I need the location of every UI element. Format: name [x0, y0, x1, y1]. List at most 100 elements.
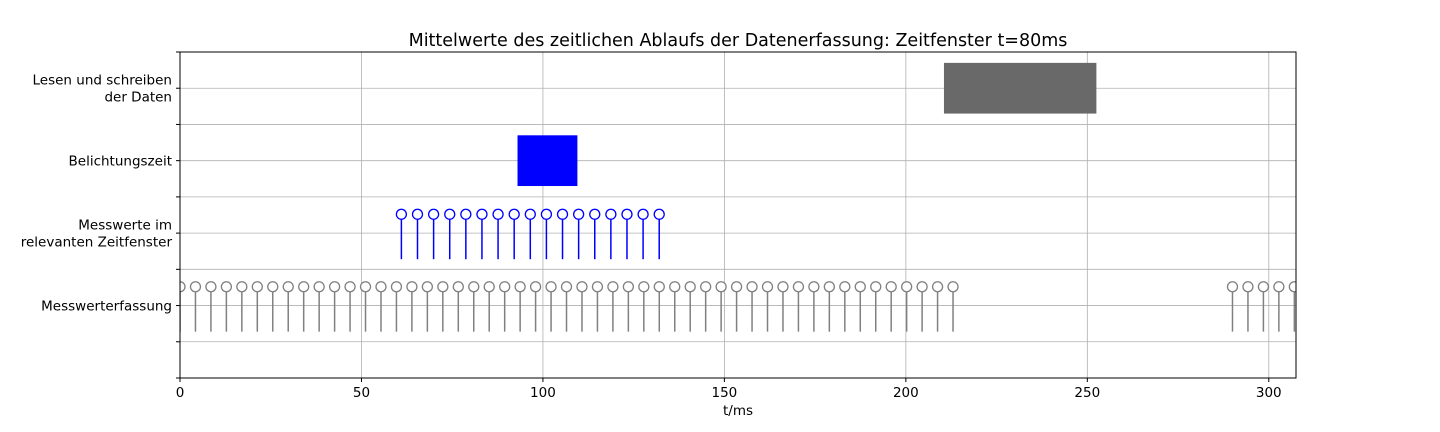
- category-label-line: Messwerterfassung: [41, 299, 172, 315]
- stem-marker: [556, 208, 569, 220]
- stem-marker: [684, 281, 696, 293]
- category-label-line: Belichtungszeit: [69, 154, 173, 170]
- stem-marker: [870, 281, 882, 293]
- stem-marker: [839, 281, 851, 293]
- bars: [517, 62, 1097, 187]
- stem-marker: [669, 281, 681, 293]
- stem-marker: [700, 281, 712, 293]
- stem-marker: [545, 281, 557, 293]
- stem-marker: [514, 281, 526, 293]
- stem-marker: [437, 281, 449, 293]
- stem-marker: [622, 281, 635, 293]
- timeline-bar: [943, 62, 1097, 114]
- plot-frame: [179, 51, 1297, 379]
- stem-marker: [395, 208, 408, 220]
- stem-marker: [746, 281, 758, 293]
- stem-marker: [1242, 281, 1254, 293]
- stem-marker: [282, 281, 294, 293]
- stem-marker: [220, 281, 233, 293]
- stem-marker: [468, 281, 480, 293]
- stem-marker: [1288, 281, 1296, 293]
- stem-marker: [621, 208, 633, 220]
- stem-marker: [572, 208, 585, 220]
- stem-marker: [452, 281, 464, 293]
- stem-marker: [1273, 281, 1285, 293]
- stem-marker: [298, 281, 310, 293]
- stem-marker: [808, 281, 820, 293]
- stem-marker: [540, 208, 553, 220]
- stem-marker: [637, 208, 649, 220]
- stem-marker: [792, 281, 805, 293]
- stem-marker: [823, 281, 835, 293]
- x-tick-label: 100: [530, 385, 556, 401]
- stem-marker: [251, 281, 263, 293]
- stem-marker: [492, 208, 504, 220]
- stem-marker: [931, 281, 944, 293]
- stem-marker: [375, 281, 387, 293]
- category-label-line: relevanten Zeitfenster: [21, 235, 173, 251]
- category-label-line: Lesen und schreiben: [32, 73, 172, 89]
- stem-marker: [236, 281, 248, 293]
- stem-marker: [653, 281, 665, 293]
- category-label-line: Messwerte im: [78, 218, 172, 234]
- stem-marker: [421, 281, 434, 293]
- stem-marker: [427, 208, 440, 220]
- stem-marker: [947, 281, 959, 293]
- stem-marker: [916, 281, 928, 293]
- stem-marker: [1257, 281, 1270, 293]
- stem-marker: [1226, 281, 1239, 293]
- stem-marker: [854, 281, 866, 293]
- grid: [179, 51, 1296, 379]
- x-tick-label: 200: [893, 385, 919, 401]
- stem-marker: [576, 281, 588, 293]
- stem-marker: [761, 281, 774, 293]
- stem-marker: [607, 281, 619, 293]
- x-tick-label: 300: [1256, 385, 1282, 401]
- chart-title: Mittelwerte des zeitlichen Ablaufs der D…: [409, 31, 1068, 51]
- stem-marker: [591, 281, 604, 293]
- timeline-bar: [517, 135, 578, 187]
- stem-marker: [460, 208, 472, 220]
- category-label: Messwerterfassung: [41, 299, 172, 315]
- category-label-line: der Daten: [104, 90, 172, 106]
- stem-marker: [499, 281, 511, 293]
- stem-marker: [524, 208, 536, 220]
- stem-marker: [476, 208, 488, 220]
- x-tick-label: 150: [711, 385, 737, 401]
- stem-marker: [267, 281, 279, 293]
- stem-marker: [344, 281, 356, 293]
- stem-marker: [444, 208, 456, 220]
- stem-marker: [411, 208, 424, 220]
- x-tick-label: 50: [353, 385, 370, 401]
- stem-marker: [205, 281, 217, 293]
- stem-marker: [560, 281, 573, 293]
- x-tick-label: 250: [1074, 385, 1100, 401]
- stem-marker: [529, 281, 542, 293]
- category-label: Lesen und schreiben der Daten: [32, 73, 172, 106]
- stems: [180, 208, 1296, 332]
- stem-marker: [313, 281, 325, 293]
- x-axis-label: t/ms: [723, 403, 753, 419]
- stem-marker: [189, 281, 202, 293]
- stem-marker: [406, 281, 418, 293]
- stem-marker: [180, 281, 186, 293]
- stem-marker: [390, 281, 403, 293]
- stem-marker: [605, 208, 617, 220]
- stem-marker: [508, 208, 520, 220]
- stem-marker: [901, 281, 913, 293]
- x-tick-label: 0: [176, 385, 185, 401]
- stem-marker: [483, 281, 495, 293]
- stem-marker: [328, 281, 341, 293]
- stem-marker: [638, 281, 650, 293]
- stem-marker: [653, 208, 665, 220]
- stem-marker: [777, 281, 789, 293]
- stem-marker: [715, 281, 727, 293]
- stem-marker: [359, 281, 372, 293]
- category-label: Belichtungszeit: [69, 154, 173, 170]
- stem-marker: [589, 208, 601, 220]
- axes: 0 50 100 150 200 250 300 Lesen und schreiben der…: [21, 51, 1282, 401]
- stem-marker: [730, 281, 743, 293]
- stem-marker: [885, 281, 897, 293]
- category-label: Messwerte im relevanten Zeitfenster: [21, 218, 173, 251]
